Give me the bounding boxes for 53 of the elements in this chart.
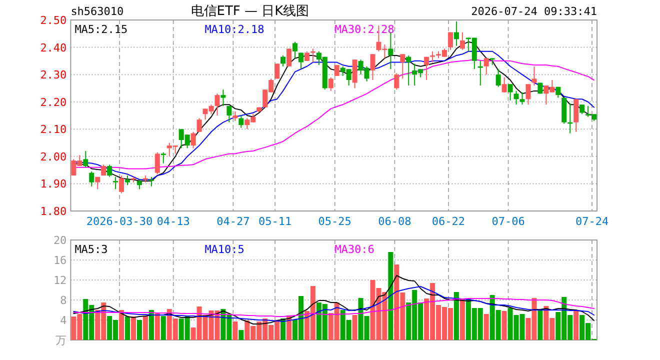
y-tick-label: 2.40 (40, 41, 67, 54)
y-tick-label: 2.00 (40, 150, 67, 164)
line-series (73, 286, 595, 322)
y-tick-label: 2.50 (40, 14, 67, 27)
bar (148, 310, 154, 340)
x-tick-label: 04-13 (156, 215, 190, 228)
y-tick-label: 1.90 (40, 178, 67, 191)
chart-subtitle: sh563010 (70, 5, 124, 18)
bar (280, 318, 286, 340)
bar (154, 314, 160, 340)
text: 2026-07-24 09:33:41 (471, 5, 597, 18)
y-tick-label: 8 (60, 294, 67, 307)
bar (130, 316, 136, 340)
y-tick-label: 12 (53, 274, 67, 287)
text: MA5:2.15 (74, 23, 128, 36)
x-tick-label: 07-06 (492, 215, 525, 228)
line-series (73, 298, 595, 317)
x-tick-label: 04-27 (216, 215, 250, 228)
chart-title: 电信ETF — 日K线图 (190, 4, 310, 19)
x-tick-label: 06-08 (378, 215, 412, 228)
y-tick-label: 1.80 (40, 205, 67, 218)
x-tick-label: 07-24 (575, 215, 609, 228)
y-tick-label: 2.10 (40, 123, 67, 136)
bar (484, 314, 489, 340)
bar (388, 252, 394, 340)
x-tick-label: 05-11 (258, 215, 292, 228)
y-tick-label: 万 (56, 334, 67, 347)
bar (574, 311, 579, 340)
x-tick-label: 05-25 (318, 215, 352, 228)
bar (238, 330, 244, 340)
line-series (73, 275, 595, 324)
y-tick-label: 16 (53, 254, 67, 267)
bar (136, 320, 142, 340)
bar (454, 292, 459, 340)
bar (125, 316, 130, 340)
y-tick-label: 20 (53, 234, 67, 247)
text: MA30:6 (334, 243, 374, 256)
y-tick-label: 2.20 (40, 96, 67, 109)
x-tick-label: 2026-03-30 (86, 215, 153, 228)
bar (460, 298, 465, 340)
bar (232, 322, 238, 340)
bar (352, 315, 358, 340)
text: MA10:5 (204, 243, 244, 256)
bar (160, 316, 166, 340)
bar (142, 316, 148, 340)
y-tick-label: 2.30 (40, 68, 67, 82)
bar (538, 309, 543, 340)
text: MA10:2.18 (204, 23, 264, 36)
text: MA5:3 (74, 243, 108, 256)
bar (119, 310, 124, 340)
x-tick-label: 06-22 (432, 215, 466, 228)
bar (502, 311, 507, 340)
y-tick-label: 4 (60, 314, 68, 327)
